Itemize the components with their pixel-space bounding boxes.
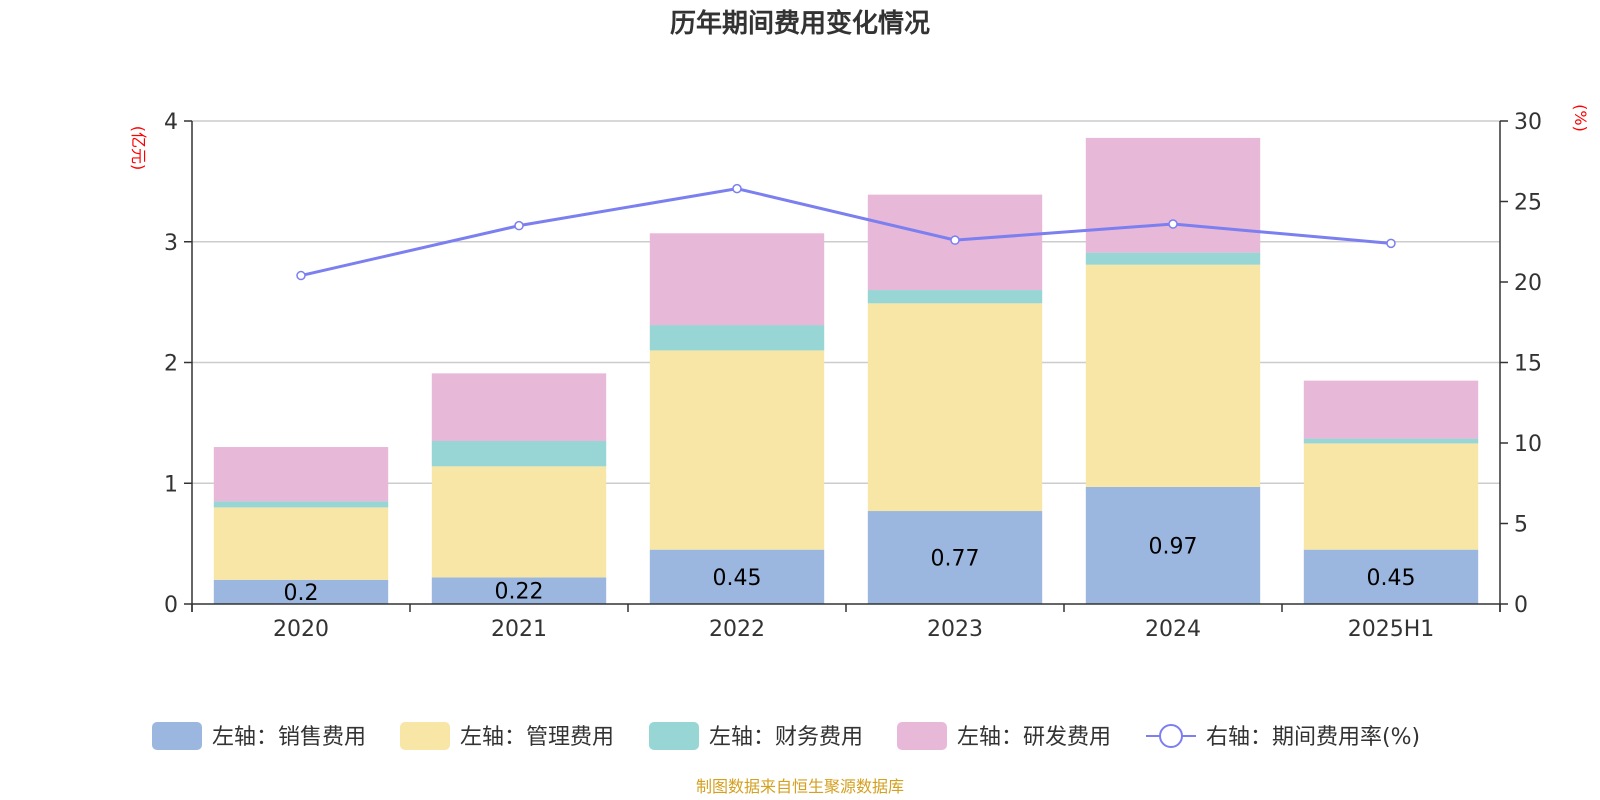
bar-data-label: 0.45 <box>1367 566 1416 591</box>
bar-segment <box>1303 549 1479 604</box>
legend-marker <box>1159 724 1183 748</box>
bar-segment <box>1303 438 1479 444</box>
axes: 0 1 2 3 4 0 5 10 15 20 25 30 2020 2021 2022 2023 2024 202… <box>164 110 1542 642</box>
x-axis-tick-label: 2024 <box>1145 617 1201 642</box>
bar-segment <box>213 501 389 508</box>
bar-segment <box>1303 380 1479 439</box>
left-axis-tick-label: 3 <box>164 231 178 256</box>
right-axis-tick-label: 0 <box>1514 593 1528 618</box>
rate-point <box>950 235 960 245</box>
rate-point <box>514 220 524 231</box>
bar-segment <box>431 577 607 604</box>
bar-data-label: 0.2 <box>284 581 319 606</box>
legend-label: 左轴：管理费用 <box>460 725 614 750</box>
left-axis-unit: (亿元) <box>129 126 148 171</box>
rate-point <box>296 270 306 281</box>
bar-segment <box>1303 443 1479 550</box>
left-axis-tick-label: 1 <box>164 472 178 497</box>
x-axis-tick-label: 2022 <box>709 617 765 642</box>
bar-data-label: 0.77 <box>931 547 980 572</box>
rate-point <box>1168 219 1178 229</box>
rate-point <box>732 183 742 194</box>
bar-segment <box>213 579 389 604</box>
bar-data-label: 0.97 <box>1149 534 1198 559</box>
left-axis-tick-label: 4 <box>164 110 178 135</box>
right-axis-tick-label: 25 <box>1514 191 1542 216</box>
bar-segment <box>431 440 607 467</box>
right-axis-tick-label: 20 <box>1514 271 1542 296</box>
right-axis-tick-label: 30 <box>1514 110 1542 135</box>
bar-segment <box>1085 264 1261 487</box>
legend-label: 左轴：财务费用 <box>709 725 863 750</box>
grid-lines <box>192 120 1500 484</box>
bar-segment <box>649 233 825 326</box>
bar-data-label: 0.45 <box>713 566 762 591</box>
bar-data-label: 0.22 <box>495 580 544 605</box>
bar-segment <box>649 549 825 604</box>
left-axis-tick-label: 2 <box>164 352 178 377</box>
bar-segment <box>213 447 389 502</box>
bar-segment <box>431 373 607 441</box>
bar-segment <box>1085 137 1261 253</box>
source-note: 制图数据来自恒生聚源数据库 <box>696 777 904 796</box>
bar-segment <box>649 325 825 351</box>
x-axis-tick-label: 2020 <box>273 617 329 642</box>
chart-title: 历年期间费用变化情况 <box>670 8 930 39</box>
data-labels: 0.2 0.22 0.45 0.77 0.97 0.45 <box>284 534 1416 605</box>
x-axis-tick-label: 2025H1 <box>1348 617 1435 642</box>
x-axis-tick-label: 2023 <box>927 617 983 642</box>
bar-segment <box>867 290 1043 304</box>
rate-point <box>1386 238 1396 249</box>
x-axis-tick-label: 2021 <box>491 617 547 642</box>
right-axis-tick-label: 15 <box>1514 352 1542 377</box>
bar-segment <box>649 350 825 550</box>
rate-line <box>296 183 1396 281</box>
bar-segment <box>867 303 1043 512</box>
right-axis-unit: (%) <box>1571 104 1590 132</box>
bar-segment <box>1085 252 1261 265</box>
bar-segment <box>867 511 1043 604</box>
legend-label: 左轴：研发费用 <box>957 725 1111 750</box>
right-axis-tick-label: 5 <box>1514 513 1528 538</box>
right-axis-tick-label: 10 <box>1514 432 1542 457</box>
legend-swatch <box>400 722 450 750</box>
legend-label: 左轴：销售费用 <box>212 725 366 750</box>
legend: 左轴：销售费用 左轴：管理费用 左轴：财务费用 左轴：研发费用 右轴：期间费用率(%) <box>152 722 1420 750</box>
rate-line-path <box>300 187 1392 278</box>
bar-segment <box>1085 486 1261 604</box>
legend-swatch <box>897 722 947 750</box>
bar-segment <box>213 507 389 580</box>
bars <box>213 137 1479 604</box>
legend-label: 右轴：期间费用率(%) <box>1206 725 1420 750</box>
legend-swatch <box>152 722 202 750</box>
legend-swatch <box>649 722 699 750</box>
left-axis-tick-label: 0 <box>164 593 178 618</box>
bar-segment <box>431 466 607 578</box>
